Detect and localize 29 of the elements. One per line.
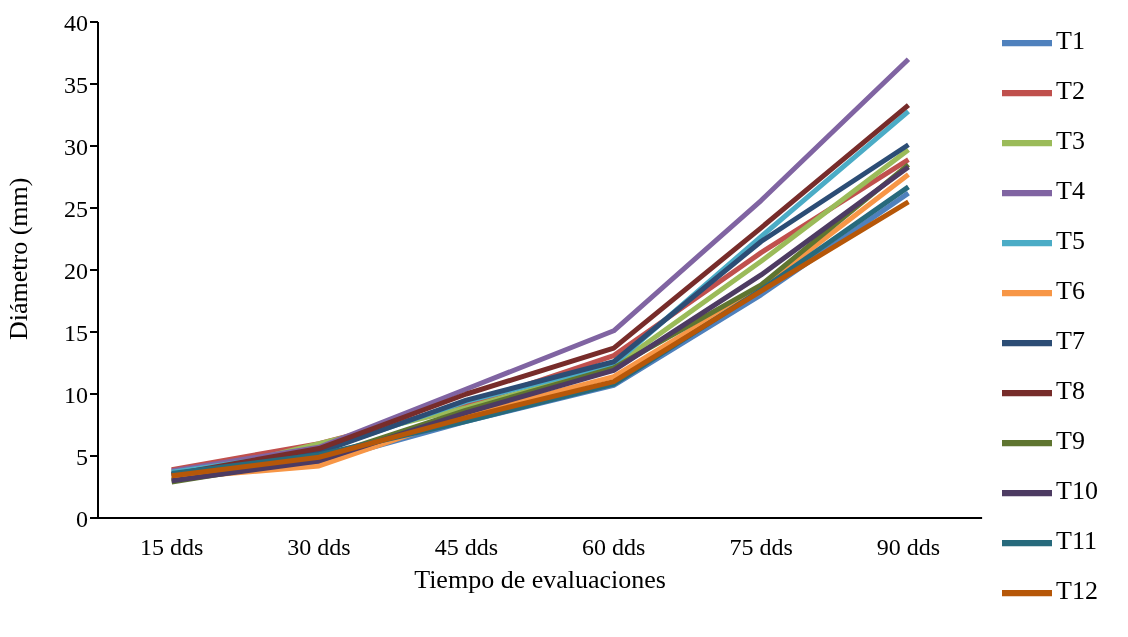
- legend-label: T6: [1056, 275, 1085, 305]
- x-tick-label: 90 dds: [876, 534, 941, 561]
- y-tick-label: 0: [76, 505, 88, 532]
- x-tick-label: 45 dds: [434, 534, 499, 561]
- legend-label: T4: [1056, 175, 1085, 205]
- legend-label: T10: [1056, 475, 1098, 505]
- y-tick-label: 20: [64, 257, 88, 284]
- y-tick-label: 30: [64, 133, 88, 160]
- legend-label: T7: [1056, 325, 1085, 355]
- legend-label: T12: [1056, 575, 1098, 605]
- legend-label: T8: [1056, 375, 1085, 405]
- y-tick-label: 15: [64, 319, 88, 346]
- y-tick-label: 5: [76, 443, 88, 470]
- legend-label: T9: [1056, 425, 1085, 455]
- legend-label: T3: [1056, 125, 1085, 155]
- y-axis-title: Diámetro (mm): [4, 177, 34, 340]
- y-tick-label: 10: [64, 381, 88, 408]
- legend-label: T1: [1056, 25, 1085, 55]
- legend-label: T5: [1056, 225, 1085, 255]
- y-tick-label: 40: [64, 9, 88, 36]
- y-tick-label: 35: [64, 71, 88, 98]
- legend-label: T2: [1056, 75, 1085, 105]
- x-tick-label: 15 dds: [140, 534, 204, 561]
- y-tick-label: 25: [64, 195, 88, 222]
- x-tick-label: 60 dds: [582, 534, 646, 561]
- x-tick-label: 30 dds: [287, 534, 351, 561]
- x-axis-title: Tiempo de evaluaciones: [414, 565, 666, 594]
- legend-label: T11: [1056, 525, 1098, 555]
- x-tick-label: 75 dds: [729, 534, 793, 561]
